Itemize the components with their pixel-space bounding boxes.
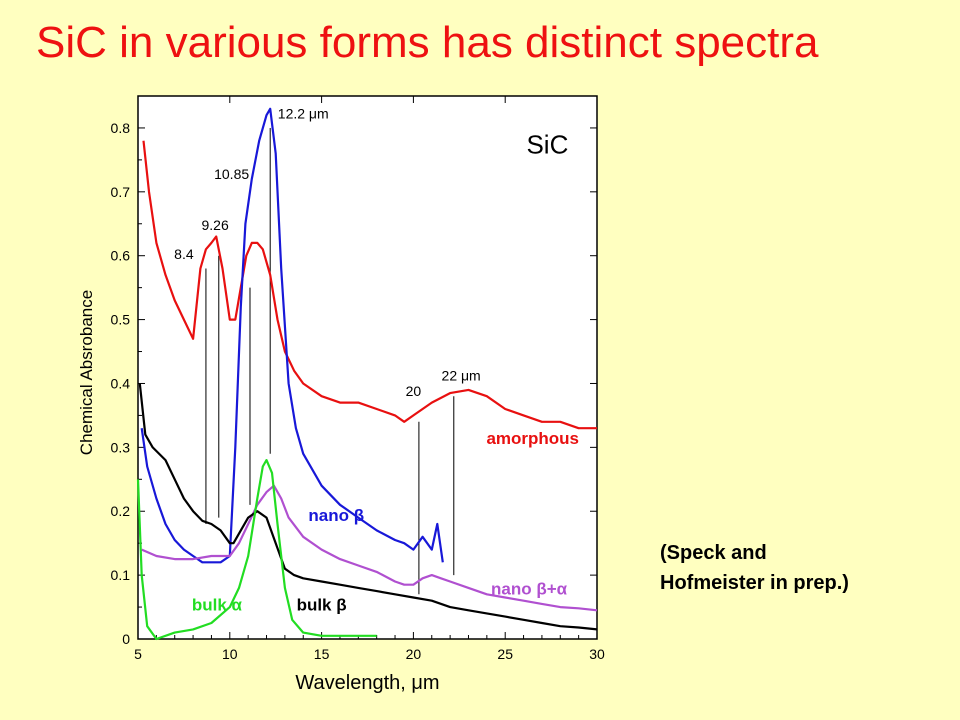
y-tick-label: 0.1 bbox=[111, 567, 131, 583]
slide-title: SiC in various forms has distinct spectr… bbox=[36, 18, 819, 67]
citation-line-1: (Speck and bbox=[660, 542, 767, 564]
y-axis-label: Chemical Absrobance bbox=[77, 290, 96, 455]
citation-line-2: Hofmeister in prep.) bbox=[660, 572, 849, 594]
x-tick-label: 10 bbox=[222, 646, 238, 662]
series-lines bbox=[136, 107, 598, 641]
axis-ticks: 5 10 15 20 25 30 0 0.1 0.2 0.3 0.4 0.5 0.6 0.7 0.8 bbox=[111, 96, 605, 662]
y-tick-label: 0.2 bbox=[111, 503, 131, 519]
y-tick-label: 0.6 bbox=[111, 248, 131, 264]
peak-annotation: 9.26 bbox=[201, 217, 228, 233]
x-tick-label: 15 bbox=[314, 646, 330, 662]
citation-note: (Speck and Hofmeister in prep.) bbox=[660, 538, 849, 598]
series-line-nano- bbox=[141, 484, 598, 612]
series-label: bulk α bbox=[192, 595, 243, 614]
y-tick-label: 0 bbox=[122, 631, 130, 647]
peak-annotation: 12.2 μm bbox=[278, 105, 329, 121]
series-line-amorphous bbox=[142, 140, 597, 430]
series-line-bulk- bbox=[138, 383, 598, 631]
y-tick-label: 0.7 bbox=[111, 184, 131, 200]
x-axis-label: Wavelength, μm bbox=[295, 672, 439, 694]
series-label: bulk β bbox=[297, 595, 347, 614]
series-label: amorphous bbox=[486, 429, 579, 448]
series-label: nano β+α bbox=[491, 579, 568, 598]
peak-marker-lines bbox=[205, 127, 455, 595]
peak-annotation: 20 bbox=[406, 383, 422, 399]
peak-annotations: 8.4 9.26 10.85 12.2 μm 20 22 μm bbox=[174, 105, 481, 399]
plot-area bbox=[137, 95, 598, 640]
y-tick-label: 0.8 bbox=[111, 120, 131, 136]
y-tick-label: 0.4 bbox=[111, 375, 131, 391]
series-line-bulk- bbox=[136, 459, 377, 641]
y-tick-label: 0.5 bbox=[111, 312, 131, 328]
peak-annotation: 10.85 bbox=[214, 166, 249, 182]
peak-annotation: 22 μm bbox=[442, 367, 481, 383]
x-tick-label: 25 bbox=[497, 646, 513, 662]
series-labels: amorphous nano β nano β+α bulk β bulk α bbox=[192, 429, 579, 614]
series-label: nano β bbox=[308, 506, 364, 525]
x-tick-label: 20 bbox=[406, 646, 422, 662]
peak-annotation: 8.4 bbox=[174, 246, 194, 262]
inset-label: SiC bbox=[526, 129, 568, 159]
series-line-nano- bbox=[140, 107, 444, 564]
y-tick-label: 0.3 bbox=[111, 439, 131, 455]
x-tick-label: 30 bbox=[589, 646, 605, 662]
x-tick-label: 5 bbox=[134, 646, 142, 662]
